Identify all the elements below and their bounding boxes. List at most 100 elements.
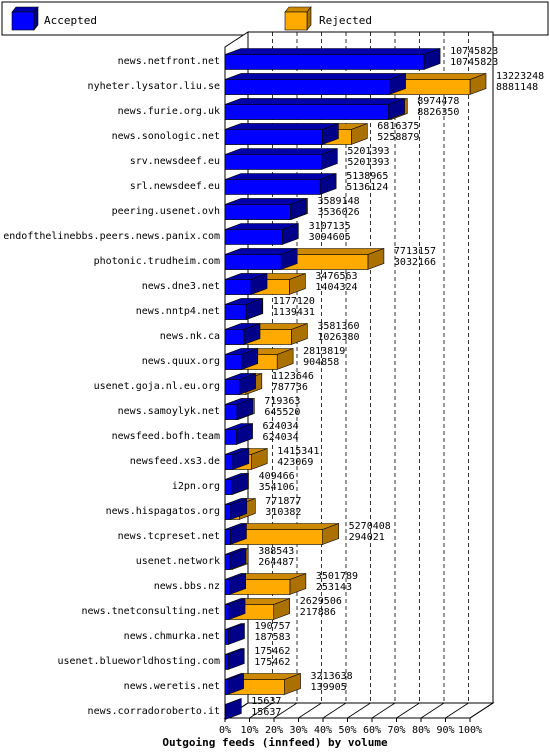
value-label-offered: 7713157 [394,246,436,257]
category-label: news.quux.org [142,356,220,367]
value-label-offered: 8974478 [417,96,459,107]
x-tick-label: 50% [338,725,356,736]
value-label-accepted: 187583 [255,632,291,643]
category-label: news.samoylyk.net [118,406,220,417]
category-label: news.furie.org.uk [118,106,220,117]
value-label-offered: 3107135 [309,221,351,232]
category-label: news.nntp4.net [136,306,220,317]
bar-accepted [224,148,338,170]
bar-accepted [224,548,247,570]
category-label: usenet.network [136,556,220,567]
bar-accepted [224,298,263,320]
x-tick-label: 0% [219,725,231,736]
category-label: news.weretis.net [124,681,220,692]
value-label-accepted: 787736 [272,382,308,393]
category-label: srv.newsdeef.eu [130,156,220,167]
category-label: newsfeed.bofh.team [112,431,220,442]
bar-accepted [224,48,441,70]
floor-gridline [445,702,469,719]
value-label-offered: 5201393 [347,146,389,157]
floor-gridline [420,702,445,719]
bar-accepted [224,523,247,545]
value-label-accepted: 3536026 [317,207,359,218]
bar-accepted [224,73,406,95]
value-label-offered: 10745823 [450,46,498,57]
value-label-accepted: 139905 [311,682,347,693]
value-label-accepted: 3032166 [394,257,436,268]
category-label: nyheter.lysator.liu.se [88,81,220,92]
value-label-offered: 771877 [265,496,301,507]
category-label: newsfeed.xs3.de [130,456,220,467]
value-label-accepted: 8881148 [496,82,538,93]
value-label-accepted: 645520 [264,407,300,418]
value-label-accepted: 264487 [258,557,294,568]
bar-accepted [224,223,299,245]
legend-label-accepted: Accepted [44,14,97,27]
value-label-offered: 3589148 [317,196,359,207]
bar-accepted [224,323,261,345]
floor-gridline [371,702,396,719]
bar-accepted [224,423,253,445]
bar-accepted [224,648,245,670]
value-label-accepted: 15637 [251,707,281,718]
category-label: news.tcpreset.net [118,531,220,542]
bar-accepted [224,573,246,595]
value-label-accepted: 423069 [277,457,313,468]
bar-accepted [224,673,244,695]
legend-swatch-accepted [11,6,39,31]
category-label: news.hispagatos.org [106,506,220,517]
category-label: news.chmurka.net [124,631,220,642]
value-label-accepted: 294021 [349,532,385,543]
bar-accepted [224,348,259,370]
bar-accepted [224,473,248,495]
plot-area: 0% 10% 20% 30% 40% 50% 60% 70% 80% 90% 100% news.ne… [3,31,544,736]
bar-accepted [224,498,248,520]
floor-gridline [273,702,298,719]
value-label-accepted: 175462 [254,657,290,668]
category-label: peering.usenet.ovh [112,206,220,217]
bar-accepted [224,698,242,720]
value-label-offered: 1415341 [277,446,319,457]
value-label-accepted: 1139431 [273,307,315,318]
value-label-accepted: 1404324 [315,282,357,293]
value-label-offered: 3476563 [315,271,357,282]
value-label-offered: 5138965 [346,171,388,182]
value-label-accepted: 5258879 [377,132,419,143]
bar-rejected [224,523,339,545]
value-label-offered: 3581360 [317,321,359,332]
bar-accepted [224,398,254,420]
bar-accepted [224,248,298,270]
category-label: srl.newsdeef.eu [130,181,220,192]
x-tick-label: 60% [363,725,381,736]
value-label-offered: 1123646 [272,371,314,382]
value-label-accepted: 8826350 [417,107,459,118]
value-label-accepted: 3094605 [309,232,351,243]
bar-accepted [224,623,245,645]
chart-title: Outgoing feeds (innfeed) by volume [162,736,388,749]
x-tick-label: 20% [265,725,283,736]
category-label: photonic.trudheim.com [94,256,220,267]
value-label-accepted: 904858 [303,357,339,368]
x-tick-label: 80% [412,725,430,736]
x-tick-label: 90% [436,725,454,736]
legend: Accepted Rejected [1,1,549,36]
value-label-offered: 1177120 [273,296,315,307]
category-label: news.corradoroberto.it [88,706,220,717]
value-label-offered: 2629506 [300,596,342,607]
value-label-accepted: 310382 [265,507,301,518]
category-label: news.bbs.nz [154,581,220,592]
bar-accepted [224,173,337,195]
bar-accepted [224,198,307,220]
floor-gridline [469,702,494,719]
category-label: news.sonologic.net [112,131,220,142]
value-label-offered: 388543 [258,546,294,557]
value-label-accepted: 217886 [300,607,336,618]
value-label-accepted: 10745823 [450,57,498,68]
x-tick-label: 10% [240,725,258,736]
value-label-offered: 409466 [259,471,295,482]
value-label-offered: 5270408 [349,521,391,532]
category-label: news.netfront.net [118,56,220,67]
value-label-accepted: 354106 [259,482,295,493]
value-label-accepted: 5201393 [347,157,389,168]
bar-accepted [224,123,339,145]
